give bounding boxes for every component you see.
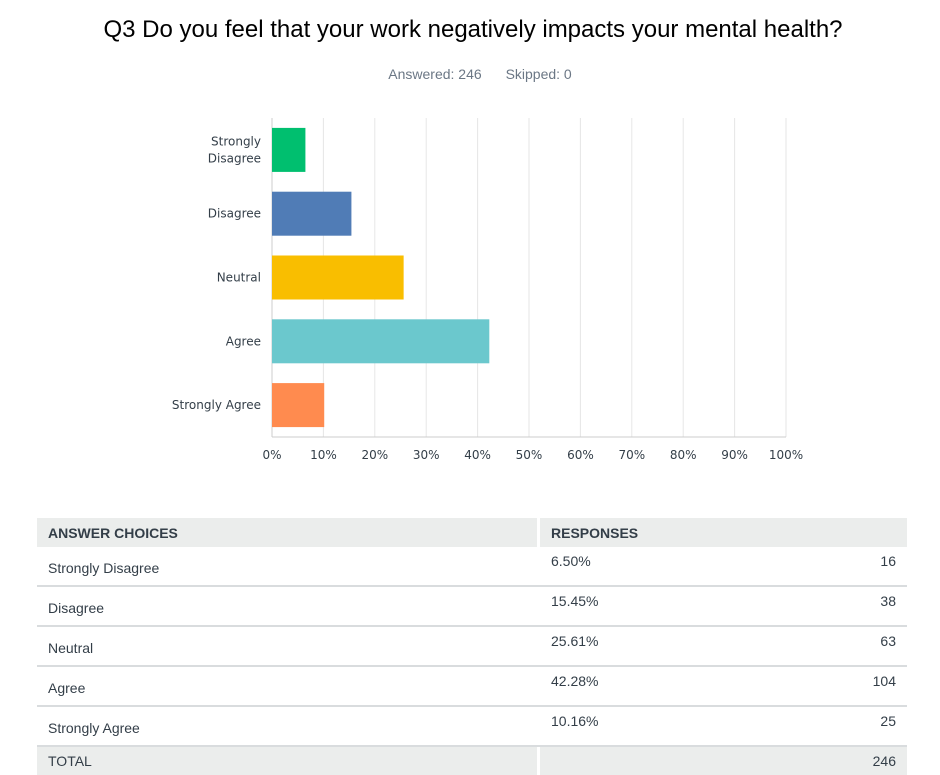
x-tick-label: 10% [310,448,337,462]
bar-agree [272,319,490,364]
response-percent: 10.16% [540,706,763,747]
category-label: Disagree [208,151,261,165]
category-label: Neutral [217,271,261,285]
answer-choices-header: ANSWER CHOICES [37,518,537,547]
answer-choice: Strongly Disagree [37,547,537,587]
table-row: Agree 42.28% 104 [37,666,907,707]
total-label: TOTAL [37,746,537,775]
response-count: 16 [762,547,907,587]
response-count: 104 [762,666,907,707]
answer-choice: Disagree [37,586,537,627]
category-label: Strongly [211,134,261,148]
answered-count: Answered: 246 [388,66,482,82]
x-tick-label: 90% [721,448,748,462]
answer-choice: Neutral [37,626,537,667]
response-count: 63 [762,626,907,667]
table-row: Strongly Disagree 6.50% 16 [37,547,907,587]
x-tick-label: 20% [361,448,388,462]
bar-strongly-agree [272,383,325,428]
skipped-count: Skipped: 0 [505,66,572,82]
responses-header: RESPONSES [540,518,907,547]
response-percent: 25.61% [540,626,763,667]
total-count: 246 [762,746,907,775]
answer-choice: Agree [37,666,537,707]
bar-chart: 0% 10% 20% 30% 40% 50% 60% 70% 80% 90% 100% Strongl… [172,118,803,462]
x-tick-label: 40% [464,448,491,462]
page-title: Q3 Do you feel that your work negatively… [103,16,843,43]
category-label: Disagree [208,207,261,221]
table-row: Disagree 15.45% 38 [37,586,907,627]
response-percent: 6.50% [540,547,763,587]
bar-disagree [272,191,352,236]
x-tick-label: 70% [618,448,645,462]
answer-choice: Strongly Agree [37,706,537,747]
bar-neutral [272,255,404,300]
response-stats: Answered: 246 Skipped: 0 [0,66,940,82]
bar-strongly-disagree [272,127,306,172]
table-total-row: TOTAL 246 [37,746,907,775]
category-label: Strongly Agree [172,398,261,412]
response-count: 38 [762,586,907,627]
response-percent: 15.45% [540,586,763,627]
x-tick-label: 100% [769,448,803,462]
table-row: Strongly Agree 10.16% 25 [37,706,907,747]
table-header-row: ANSWER CHOICES RESPONSES [37,518,907,547]
table-row: Neutral 25.61% 63 [37,626,907,667]
response-percent: 42.28% [540,666,763,707]
x-tick-label: 30% [413,448,440,462]
x-tick-label: 0% [262,448,281,462]
category-label: Agree [226,334,261,348]
x-tick-label: 50% [516,448,543,462]
x-tick-label: 60% [567,448,594,462]
response-count: 25 [762,706,907,747]
x-tick-label: 80% [670,448,697,462]
responses-table: ANSWER CHOICES RESPONSES Strongly Disagr… [37,518,907,775]
